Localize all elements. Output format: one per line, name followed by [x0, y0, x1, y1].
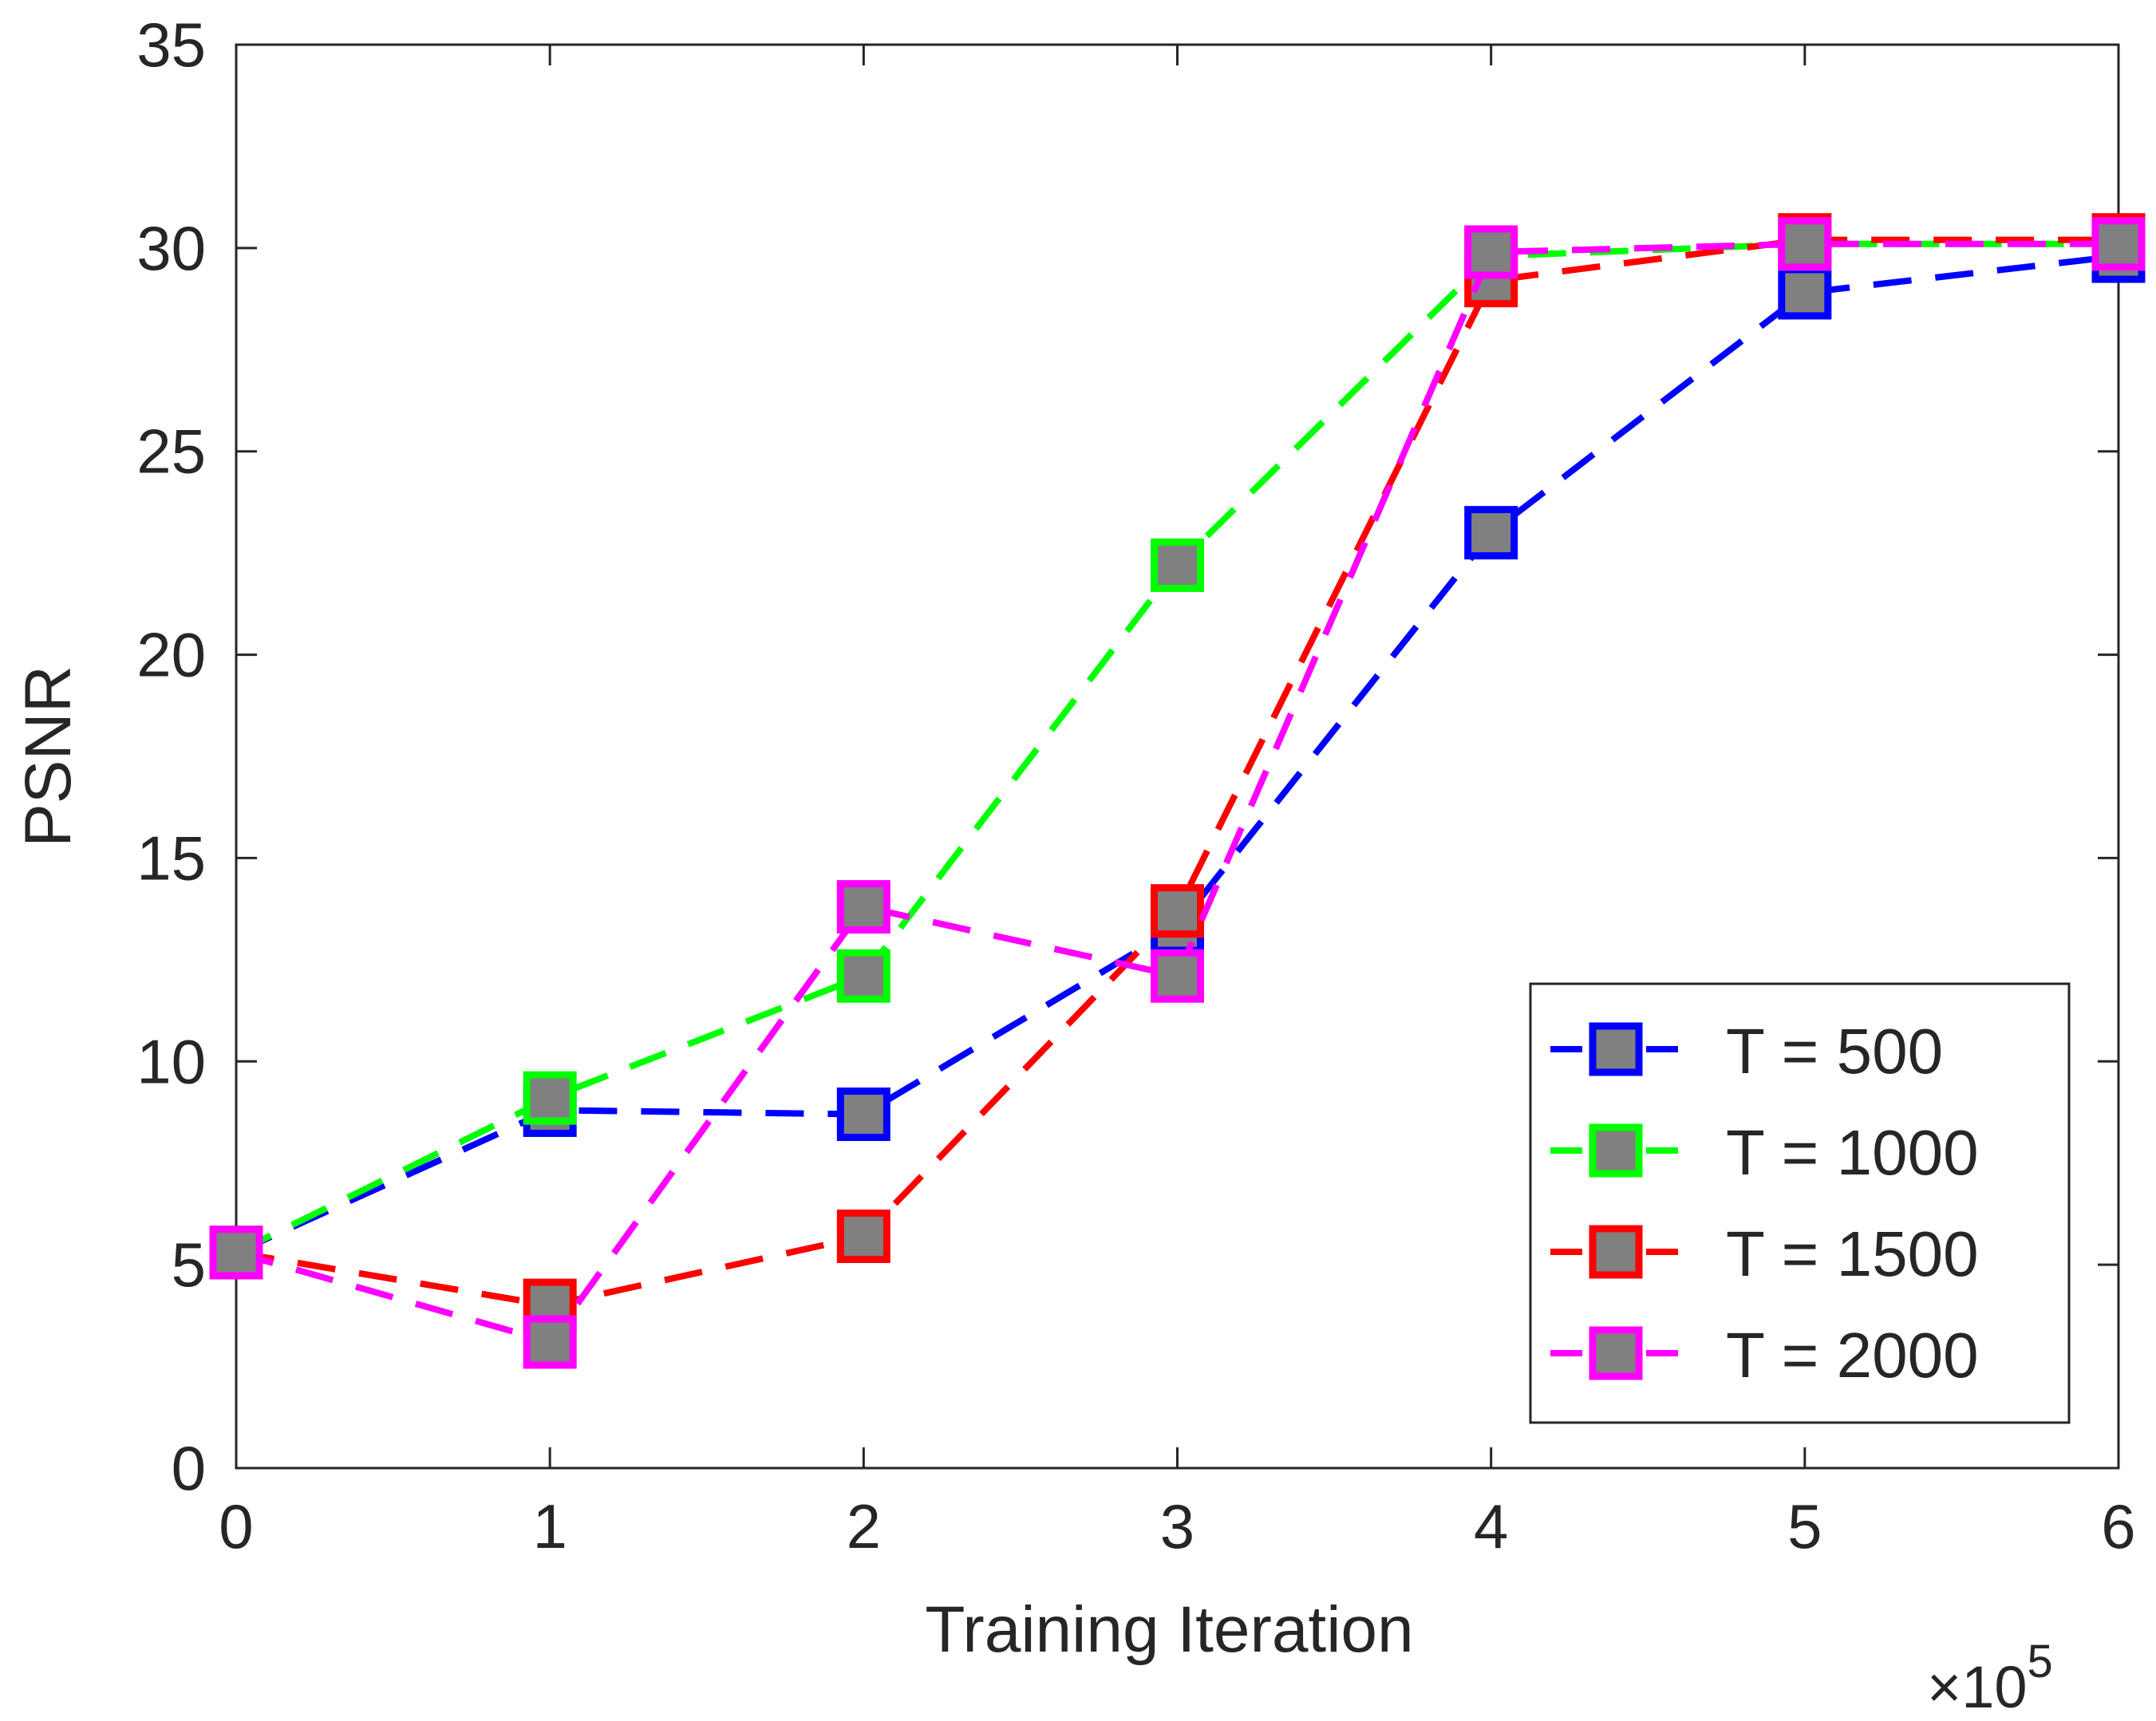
y-tick-label: 10 [136, 1026, 206, 1096]
series-layer [209, 213, 2146, 1369]
legend-item: T = 1000 [1550, 1117, 1979, 1188]
data-point [1778, 217, 1832, 271]
axes: 0 1 2 3 4 5 6 0 5 10 15 20 25 30 35 Training Iteration P… [12, 10, 2136, 1720]
data-point [1778, 266, 1832, 320]
data-point [523, 1315, 577, 1369]
legend-marker [1589, 1022, 1643, 1076]
x-tick-label: 6 [2101, 1491, 2135, 1561]
data-point [836, 949, 890, 1003]
legend-marker [1589, 1123, 1643, 1178]
data-point [209, 1226, 263, 1280]
x-tick-label: 3 [1160, 1491, 1194, 1561]
data-point [1151, 949, 1204, 1003]
data-point [836, 1087, 890, 1142]
y-tick-label: 15 [136, 823, 206, 893]
y-tick-label: 5 [172, 1230, 206, 1300]
x-tick-label: 1 [532, 1491, 567, 1561]
y-tick-label: 30 [136, 213, 206, 283]
legend: T = 500 T = 1000 T = 1500 T = 2000 [1529, 982, 2071, 1424]
legend-marker [1589, 1225, 1643, 1279]
data-point [1464, 506, 1518, 560]
x-tick-label: 2 [847, 1491, 881, 1561]
legend-item: T = 500 [1550, 1016, 1943, 1087]
data-point [836, 880, 890, 934]
y-axis-label: PSNR [12, 665, 85, 847]
multiplier-exponent: 5 [2028, 1636, 2053, 1687]
y-tick-label: 35 [136, 10, 206, 80]
y-tick-label: 0 [172, 1433, 206, 1503]
x-tick-label: 0 [219, 1491, 253, 1561]
legend-label: T = 2000 [1726, 1320, 1979, 1391]
data-point [523, 1071, 577, 1125]
legend-marker [1589, 1326, 1643, 1380]
x-tick-label: 4 [1474, 1491, 1508, 1561]
x-axis-multiplier: ×105 [1927, 1636, 2053, 1720]
legend-label: T = 500 [1726, 1016, 1943, 1087]
data-point [836, 1209, 890, 1263]
data-point [1151, 538, 1204, 592]
data-point [1464, 225, 1518, 279]
multiplier-prefix: ×10 [1927, 1654, 2028, 1720]
x-tick-label: 5 [1787, 1491, 1822, 1561]
legend-item: T = 2000 [1550, 1320, 1979, 1391]
data-point [1151, 884, 1204, 938]
legend-label: T = 1500 [1726, 1218, 1979, 1289]
data-point [2091, 217, 2146, 271]
y-tick-label: 20 [136, 620, 206, 690]
series-t-2000 [209, 217, 2146, 1369]
legend-item: T = 1500 [1550, 1218, 1979, 1289]
y-tick-label: 25 [136, 416, 206, 487]
x-axis-label: Training Iteration [925, 1593, 1413, 1666]
legend-label: T = 1000 [1726, 1117, 1979, 1188]
